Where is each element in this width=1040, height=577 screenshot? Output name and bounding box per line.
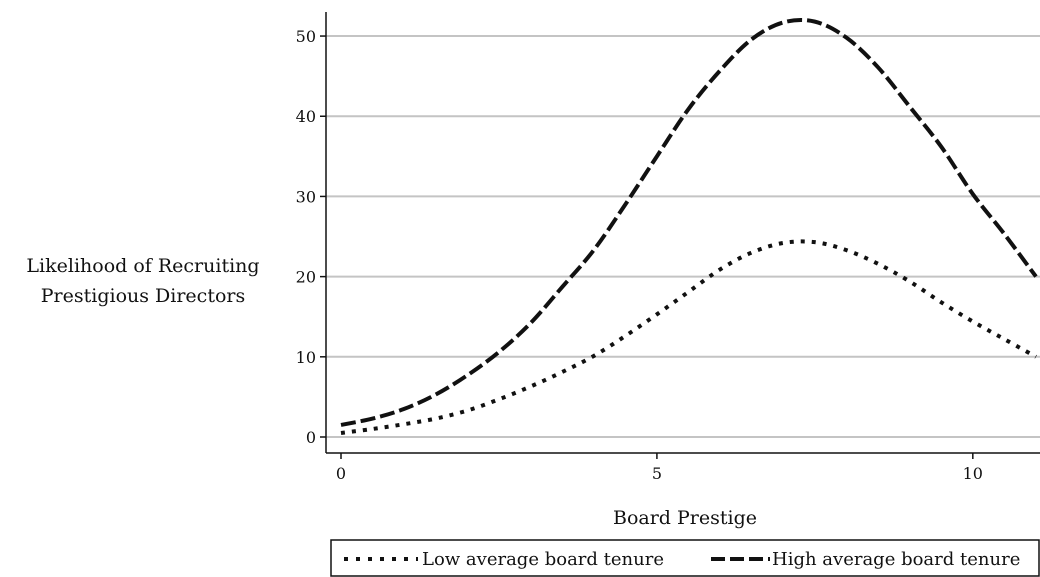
y-tick-label-40: 40 xyxy=(296,107,316,126)
series-line-high-tenure xyxy=(340,17,1038,427)
legend: Low average board tenure High average bo… xyxy=(330,539,1040,577)
x-axis-title: Board Prestige xyxy=(613,507,757,529)
legend-label-high-tenure: High average board tenure xyxy=(772,549,1020,570)
y-tick-label-20: 20 xyxy=(296,268,316,287)
y-tick-label-30: 30 xyxy=(296,187,316,206)
gridlines xyxy=(326,35,1040,438)
y-axis-title-line-2: Prestigious Directors xyxy=(41,285,245,307)
legend-label-low-tenure: Low average board tenure xyxy=(422,549,664,570)
x-tick-label-0: 0 xyxy=(336,464,346,483)
axes: 0 10 20 30 40 50 0 5 10 xyxy=(296,12,1040,483)
series-lines xyxy=(340,17,1038,435)
y-axis-title-line-1: Likelihood of Recruiting xyxy=(26,255,259,277)
y-tick-label-10: 10 xyxy=(296,348,316,367)
series-line-low-tenure xyxy=(340,239,1037,435)
legend-box xyxy=(330,539,1040,577)
x-tick-label-10: 10 xyxy=(963,464,983,483)
x-tick-label-5: 5 xyxy=(652,464,662,483)
y-tick-label-50: 50 xyxy=(296,27,316,46)
y-tick-label-0: 0 xyxy=(306,428,316,447)
